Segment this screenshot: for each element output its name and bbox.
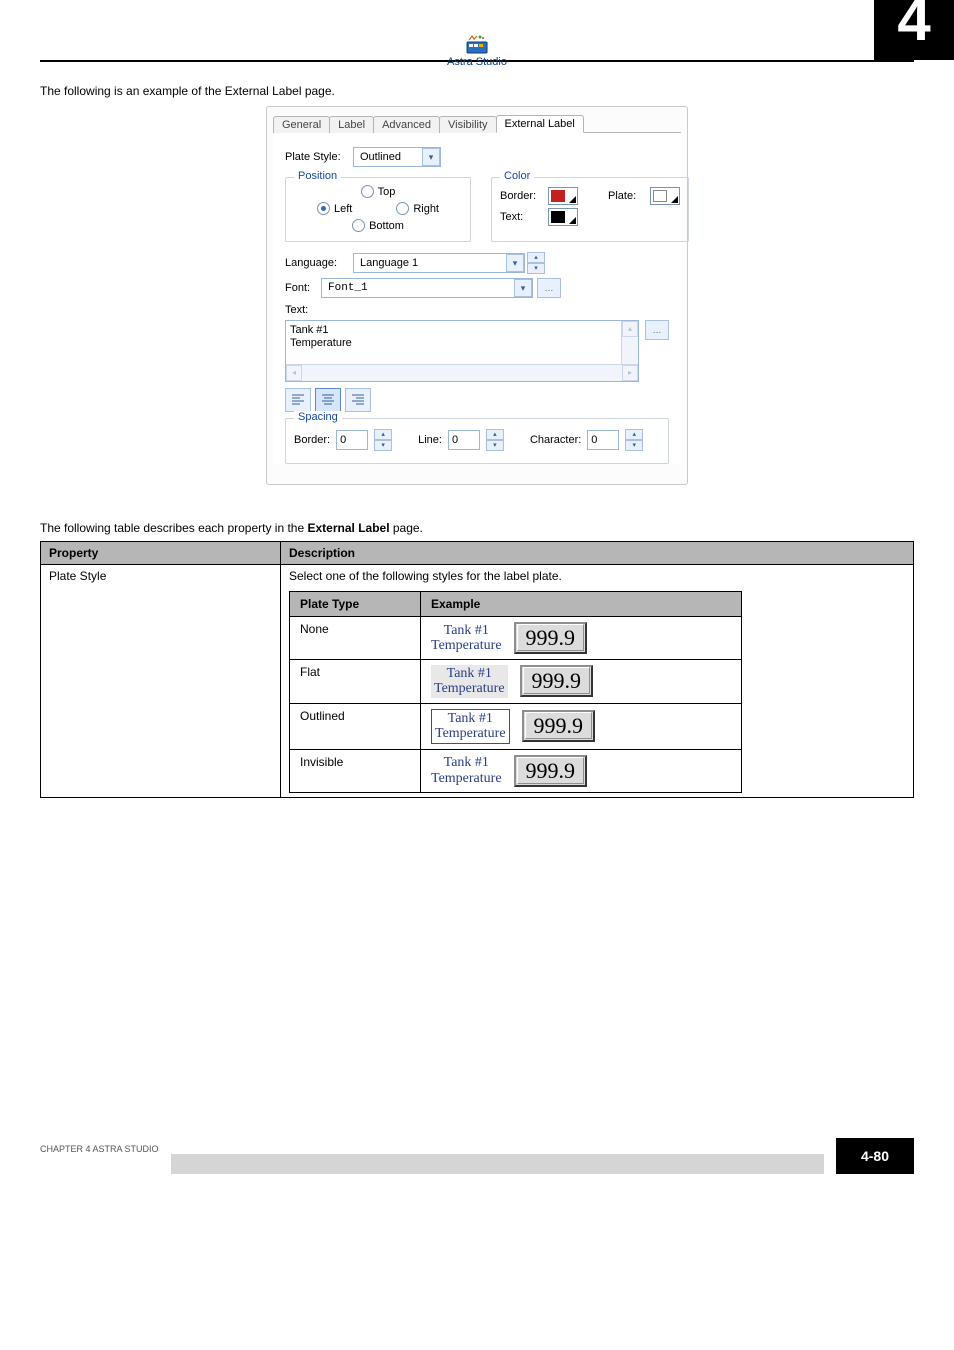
radio-right-label: Right <box>413 203 439 215</box>
text-content: Tank #1Temperature <box>286 321 638 353</box>
text-input[interactable]: Tank #1Temperature ▴ ▾ ◂ ▸ <box>285 320 639 382</box>
chevron-down-icon[interactable]: ▾ <box>514 279 532 297</box>
border-color-picker[interactable] <box>548 187 578 205</box>
spacing-char-label: Character: <box>530 434 581 446</box>
spacing-border-input[interactable] <box>336 430 368 450</box>
plate-style-select[interactable]: Outlined ▾ <box>353 147 441 167</box>
spacing-border-label: Border: <box>294 434 330 446</box>
text-label: Text: <box>285 304 308 316</box>
plate-type-name: None <box>290 617 421 660</box>
plate-type-name: Outlined <box>290 703 421 749</box>
plate-type-name: Invisible <box>290 749 421 792</box>
color-legend: Color <box>500 170 534 182</box>
radio-right[interactable]: Right <box>396 202 439 215</box>
alignment-buttons <box>285 388 669 412</box>
text-color-picker[interactable] <box>548 208 578 226</box>
language-value: Language 1 <box>354 257 506 269</box>
property-table: Property Description Plate Style Select … <box>40 541 914 798</box>
chapter-number-box: 4 <box>874 0 954 60</box>
tab-label[interactable]: Label <box>329 116 374 133</box>
font-browse-button[interactable]: … <box>537 278 561 298</box>
spacing-border-spin[interactable]: ▴▾ <box>374 429 392 451</box>
chapter-badge: Astra Studio <box>447 34 507 68</box>
table-intro: The following table describes each prope… <box>40 521 914 535</box>
chevron-down-icon[interactable]: ▾ <box>506 254 524 272</box>
align-right-button[interactable] <box>345 388 371 412</box>
plate-style-value: Outlined <box>354 151 422 163</box>
radio-bottom[interactable]: Bottom <box>352 219 404 232</box>
plate-type-example: Tank #1Temperature999.9 <box>421 660 742 704</box>
plate-type-example: Tank #1Temperature999.9 <box>421 749 742 792</box>
plate-style-label: Plate Style: <box>285 151 353 163</box>
page-number: 4-80 <box>836 1138 914 1174</box>
language-select[interactable]: Language 1 ▾ <box>353 253 525 273</box>
chapter-number: 4 <box>874 0 954 60</box>
font-select[interactable]: Font_1 ▾ <box>321 278 533 298</box>
astra-studio-icon <box>465 34 489 54</box>
font-label: Font: <box>285 282 321 294</box>
footer: CHAPTER 4 ASTRA STUDIO 4-80 <box>0 1138 954 1204</box>
spacing-legend: Spacing <box>294 411 342 423</box>
plate-type-name: Flat <box>290 660 421 704</box>
plate-style-row: Plate Style: Outlined ▾ <box>285 147 669 167</box>
plate-type-example: Tank #1Temperature999.9 <box>421 703 742 749</box>
chevron-down-icon[interactable]: ▾ <box>422 148 440 166</box>
spin-down-icon[interactable]: ▾ <box>527 263 545 274</box>
language-label: Language: <box>285 257 353 269</box>
tab-external-label[interactable]: External Label <box>496 115 584 133</box>
spacing-line-label: Line: <box>418 434 442 446</box>
radio-top[interactable]: Top <box>361 185 396 198</box>
external-label-dialog: General Label Advanced Visibility Extern… <box>266 106 688 485</box>
text-color-label: Text: <box>500 211 542 223</box>
tab-general[interactable]: General <box>273 116 330 133</box>
language-spinner[interactable]: ▴ ▾ <box>527 252 545 274</box>
plate-color-picker[interactable] <box>650 187 680 205</box>
intro-text: The following is an example of the Exter… <box>40 84 914 98</box>
radio-left[interactable]: Left <box>317 202 352 215</box>
border-color-label: Border: <box>500 190 542 202</box>
tab-advanced[interactable]: Advanced <box>373 116 440 133</box>
spin-up-icon[interactable]: ▴ <box>527 252 545 263</box>
footnote: CHAPTER 4 ASTRA STUDIO <box>40 1144 159 1154</box>
sub-col-example: Example <box>421 592 742 617</box>
align-left-button[interactable] <box>285 388 311 412</box>
plate-color-label: Plate: <box>608 190 644 202</box>
property-name: Plate Style <box>41 565 281 798</box>
page-body: The following is an example of the Exter… <box>0 62 954 798</box>
vertical-scrollbar[interactable]: ▴ ▾ <box>621 321 638 365</box>
radio-left-label: Left <box>334 203 352 215</box>
spacing-line-spin[interactable]: ▴▾ <box>486 429 504 451</box>
horizontal-scrollbar[interactable]: ◂ ▸ <box>286 364 638 381</box>
align-center-button[interactable] <box>315 388 341 412</box>
radio-bottom-label: Bottom <box>369 220 404 232</box>
spacing-line-input[interactable] <box>448 430 480 450</box>
spacing-char-input[interactable] <box>587 430 619 450</box>
tab-strip: General Label Advanced Visibility Extern… <box>267 107 687 132</box>
scroll-right-icon[interactable]: ▸ <box>622 365 638 381</box>
property-desc: Select one of the following styles for t… <box>289 569 905 583</box>
plate-type-example: Tank #1Temperature999.9 <box>421 617 742 660</box>
radio-top-label: Top <box>378 186 396 198</box>
tab-visibility[interactable]: Visibility <box>439 116 497 133</box>
chapter-text: Astra Studio <box>447 56 507 68</box>
sub-col-type: Plate Type <box>290 592 421 617</box>
col-property: Property <box>41 542 281 565</box>
spacing-char-spin[interactable]: ▴▾ <box>625 429 643 451</box>
text-browse-button[interactable]: … <box>645 320 669 340</box>
col-description: Description <box>281 542 914 565</box>
scroll-up-icon[interactable]: ▴ <box>622 321 638 337</box>
plate-type-subtable: Plate Type Example NoneTank #1Temperatur… <box>289 591 742 793</box>
font-value: Font_1 <box>322 282 514 294</box>
position-legend: Position <box>294 170 341 182</box>
scroll-left-icon[interactable]: ◂ <box>286 365 302 381</box>
